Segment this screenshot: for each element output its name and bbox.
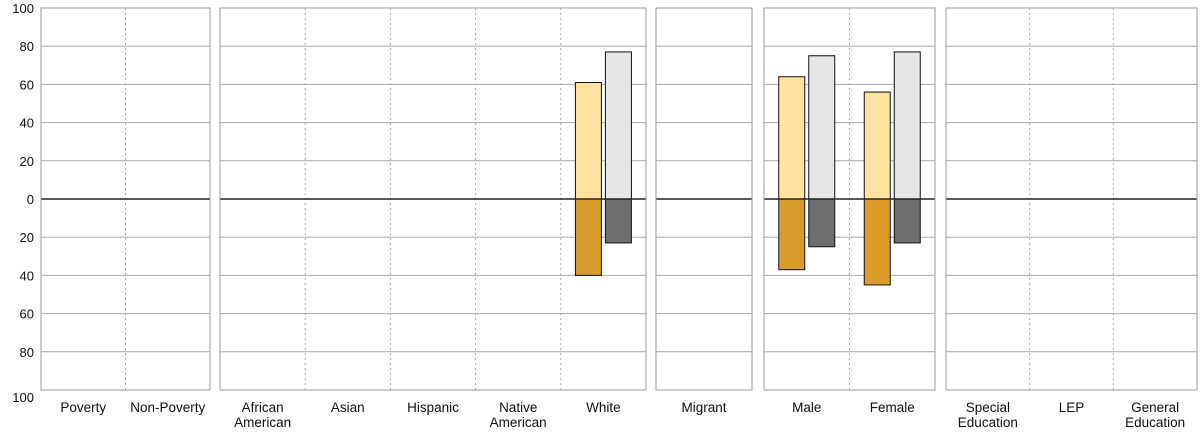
panel-frame-ethnicity: [219, 7, 647, 391]
panel-frame-poverty: [40, 7, 211, 391]
bar-series-a-upper: [778, 76, 806, 200]
bar-series-a-lower: [574, 198, 602, 276]
y-tick-label: 100: [12, 1, 34, 16]
panel-frame-gender: [763, 7, 936, 391]
y-tick-label: 40: [20, 268, 34, 283]
category-label: Hispanic: [407, 400, 459, 415]
bars: [574, 51, 921, 286]
category-label: Special Education: [958, 400, 1018, 430]
category-label: LEP: [1059, 400, 1085, 415]
category-label: Native American: [490, 400, 547, 430]
y-tick-label: 40: [20, 116, 34, 131]
y-tick-label: 20: [20, 230, 34, 245]
y-tick-label: 100: [12, 390, 34, 405]
bar-series-b-upper: [808, 55, 836, 200]
y-tick-label: 80: [20, 39, 34, 54]
y-tick-label: 0: [27, 192, 34, 207]
category-label: White: [586, 400, 621, 415]
category-label: General Education: [1125, 400, 1185, 430]
bar-series-a-upper: [574, 81, 602, 200]
category-label: Non-Poverty: [130, 400, 205, 415]
x-axis-category-labels: Poverty Non-Poverty African American Asian Hi…: [60, 400, 1185, 430]
bar-series-b-upper: [893, 51, 921, 200]
category-label: African American: [234, 400, 291, 430]
bar-series-a-lower: [863, 198, 891, 286]
panel-frame-migrant: [655, 7, 753, 391]
bar-series-b-lower: [893, 198, 921, 244]
panel-frames: [40, 7, 1198, 391]
category-label: Migrant: [681, 400, 726, 415]
bar-series-b-upper: [604, 51, 632, 200]
category-label: Male: [792, 400, 821, 415]
bar-series-a-upper: [863, 91, 891, 200]
bar-series-b-lower: [808, 198, 836, 248]
category-label: Female: [870, 400, 915, 415]
bar-series-b-lower: [604, 198, 632, 244]
y-tick-label: 80: [20, 345, 34, 360]
bar-series-a-lower: [778, 198, 806, 271]
category-label: Poverty: [60, 400, 106, 415]
y-axis-tick-labels: 100 80 60 40 20 0 20 40 60 80 100: [12, 1, 34, 405]
y-tick-label: 60: [20, 307, 34, 322]
category-label: Asian: [331, 400, 365, 415]
panel-frame-program: [945, 7, 1198, 391]
y-tick-label: 20: [20, 154, 34, 169]
y-tick-label: 60: [20, 77, 34, 92]
